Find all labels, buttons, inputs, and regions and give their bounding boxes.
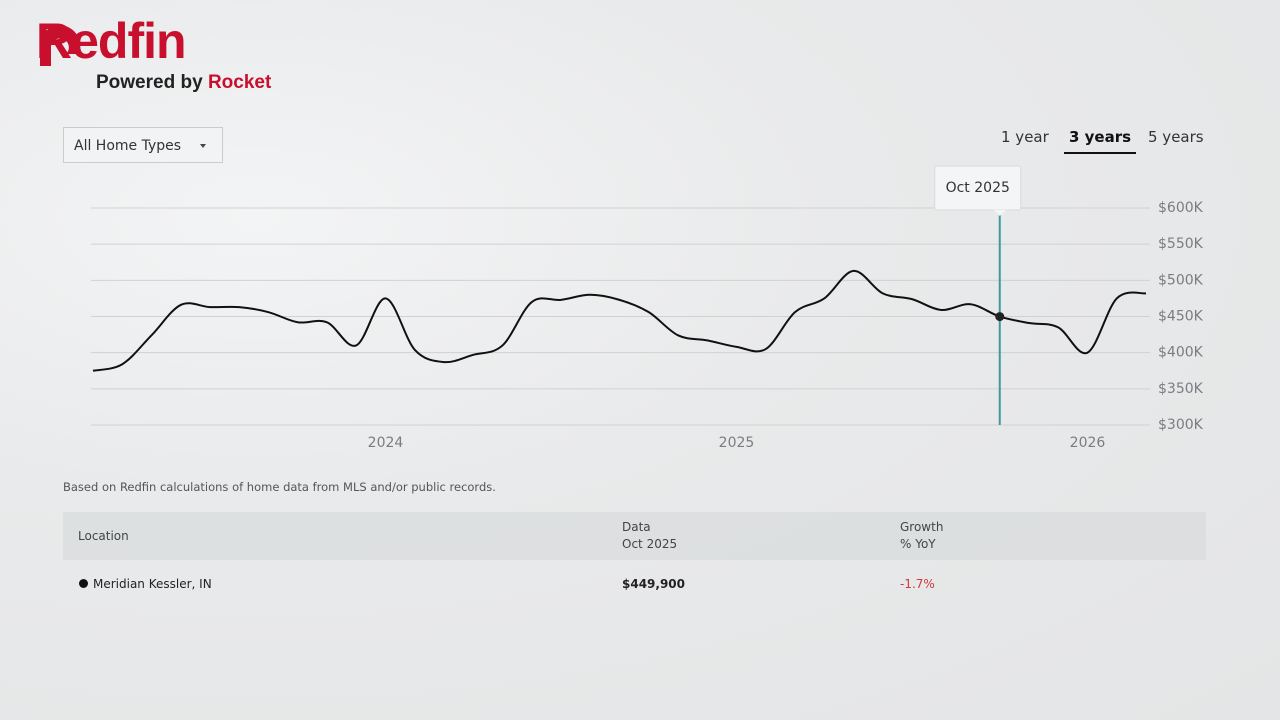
home-type-dropdown[interactable]: All Home Types: [63, 127, 223, 163]
range-tab[interactable]: 3 years: [1064, 128, 1137, 154]
logo-icon: [40, 25, 80, 66]
table-header-cell: Location: [78, 529, 129, 543]
x-tick-label: 2024: [368, 435, 404, 451]
table-header-cell: Growth % YoY: [900, 519, 943, 553]
footnote: Based on Redfin calculations of home dat…: [63, 480, 496, 494]
range-tab[interactable]: 1 year: [1001, 128, 1049, 146]
legend-dot: [79, 579, 88, 588]
header-line: % YoY: [900, 537, 936, 551]
x-tick-label: 2025: [719, 435, 755, 451]
y-tick-label: $300K: [1158, 417, 1204, 433]
table-cell: $449,900: [622, 577, 686, 591]
tooltip-box: [934, 165, 1022, 211]
y-tick-label: $600K: [1158, 200, 1204, 216]
y-tick-label: $400K: [1158, 345, 1204, 361]
x-tick-label: 2026: [1070, 435, 1106, 451]
table-cell: Meridian Kessler, IN: [93, 577, 212, 591]
highlight-point: [995, 312, 1005, 322]
header-line: Oct 2025: [622, 537, 678, 551]
tooltip-label: Oct 2025: [946, 180, 1010, 196]
tagline-prefix: Powered by: [96, 72, 203, 93]
tagline-brand: Rocket: [207, 72, 272, 93]
table-header-cell: Data Oct 2025: [622, 519, 677, 553]
y-tick-label: $450K: [1158, 309, 1204, 325]
y-tick-label: $500K: [1158, 272, 1204, 288]
y-tick-label: $350K: [1158, 381, 1204, 397]
tagline: Powered by Rocket: [96, 72, 271, 94]
line-series: [92, 269, 1147, 372]
header-line: Data: [622, 520, 651, 534]
table-header: [63, 512, 1206, 560]
range-tab[interactable]: 5 years: [1148, 128, 1204, 146]
header-line: Growth: [900, 520, 944, 534]
brand: Redfin: [36, 13, 187, 69]
tooltip-arrow: [993, 210, 1006, 216]
table-cell: -1.7%: [900, 577, 935, 591]
y-tick-label: $550K: [1158, 236, 1204, 252]
